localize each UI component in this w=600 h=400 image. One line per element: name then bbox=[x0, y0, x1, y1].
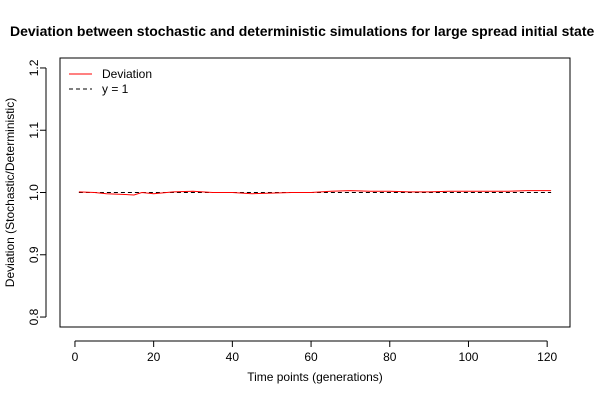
x-tick-label: 120 bbox=[537, 350, 557, 364]
y-tick-label: 1.2 bbox=[27, 59, 41, 76]
legend-label: Deviation bbox=[102, 67, 152, 81]
x-tick-label: 40 bbox=[226, 350, 240, 364]
x-tick-label: 60 bbox=[304, 350, 318, 364]
series-layer bbox=[78, 190, 552, 196]
chart-title: Deviation between stochastic and determi… bbox=[10, 23, 594, 39]
y-tick-label: 1.1 bbox=[27, 122, 41, 139]
plot-frame bbox=[59, 57, 571, 328]
x-tick-label: 100 bbox=[458, 350, 478, 364]
legend-label: y = 1 bbox=[102, 82, 129, 96]
x-axis-label: Time points (generations) bbox=[247, 370, 383, 384]
x-axis: 0 20 40 60 80 100 120 bbox=[72, 340, 558, 364]
series-line-deviation bbox=[78, 190, 552, 196]
y-axis-label: Deviation (Stochastic/Deterministic) bbox=[3, 98, 17, 287]
x-tick-label: 80 bbox=[383, 350, 397, 364]
y-tick-label: 0.8 bbox=[27, 308, 41, 325]
x-tick-label: 20 bbox=[147, 350, 161, 364]
x-tick-label: 0 bbox=[72, 350, 79, 364]
y-axis: 0.8 0.9 1.0 1.1 1.2 bbox=[27, 59, 47, 325]
y-tick-label: 0.9 bbox=[27, 246, 41, 263]
y-tick-label: 1.0 bbox=[27, 184, 41, 201]
